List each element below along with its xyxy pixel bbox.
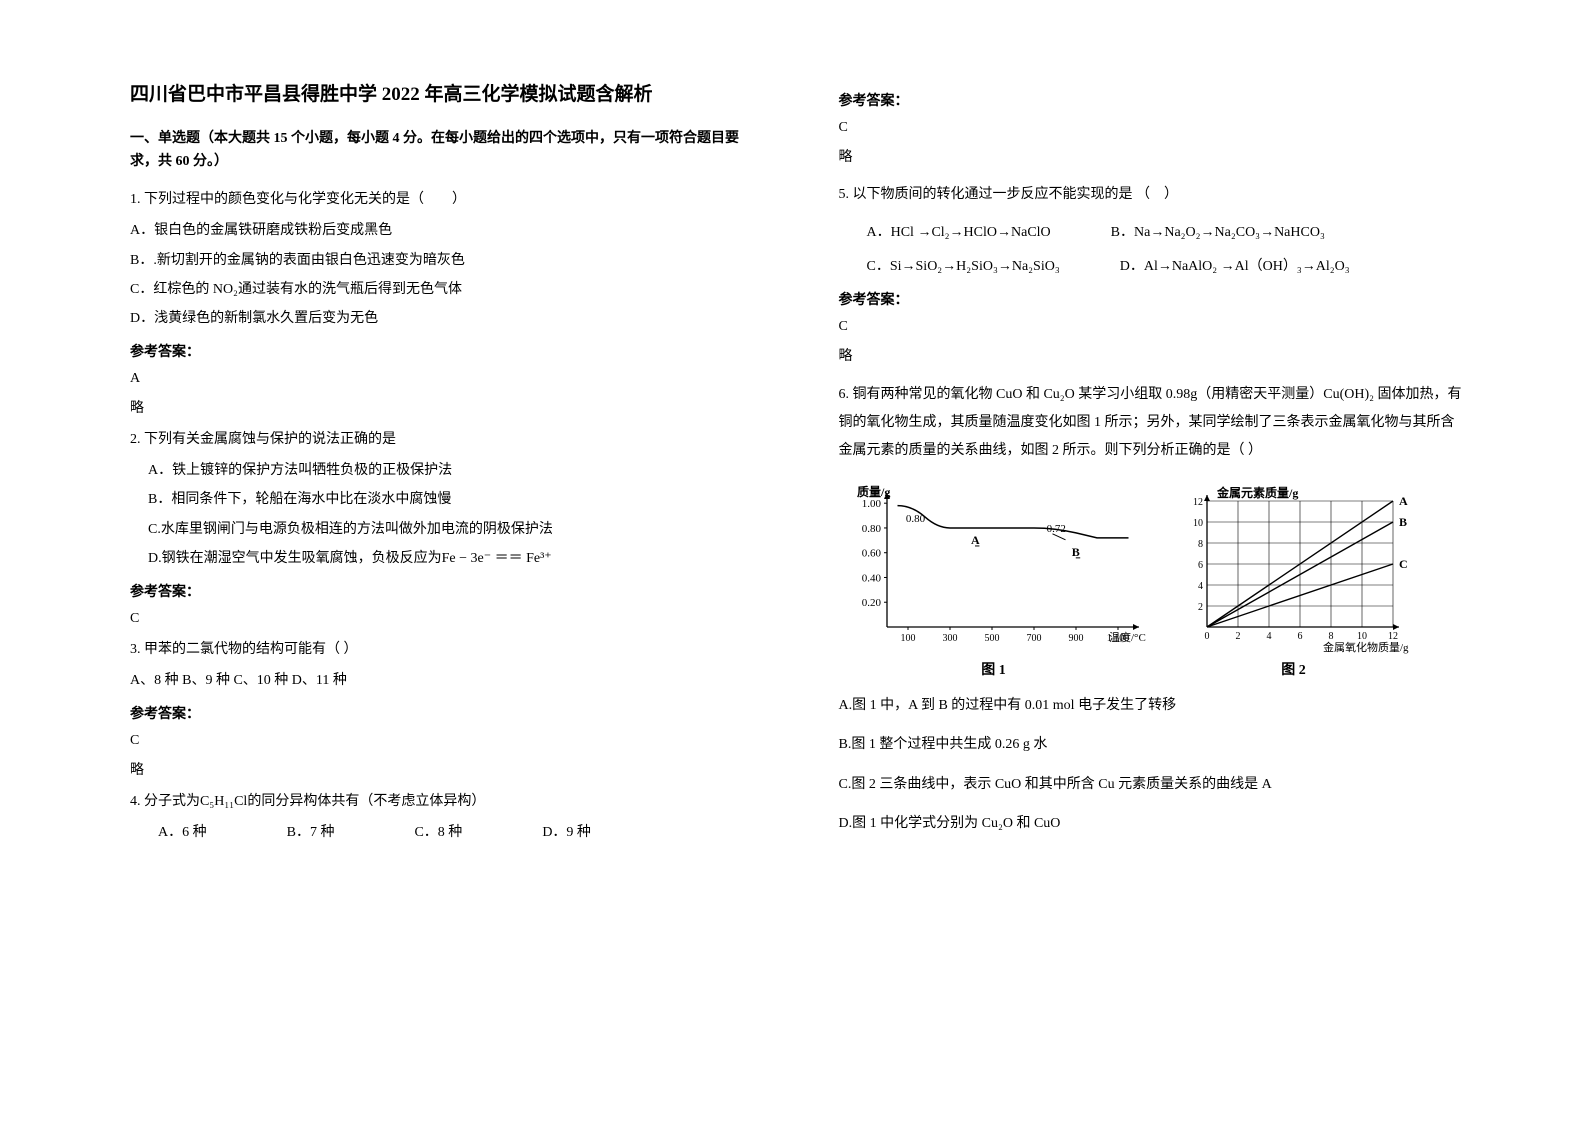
svg-text:B: B: [1071, 545, 1079, 559]
q1-stem: 1. 下列过程中的颜色变化与化学变化无关的是（ ）: [130, 187, 759, 212]
q1-opt-c: C．红棕色的 NO₂通过装有水的洗气瓶后得到无色气体: [130, 277, 759, 302]
svg-text:2: 2: [1198, 602, 1203, 613]
q5-opt-d: D．Al→NaAlO₂ →Al（OH）₃→Al₂O₃: [1120, 255, 1350, 275]
svg-text:B: B: [1399, 515, 1407, 529]
q5-opt-b: B．Na→Na₂O₂→Na₂CO₃→NaHCO₃: [1111, 221, 1325, 241]
svg-text:10: 10: [1357, 631, 1367, 642]
svg-text:4: 4: [1198, 581, 1203, 592]
q2-d-formula: Fe − 3e⁻ ＝＝ Fe³⁺: [442, 551, 552, 566]
q3-stem: 3. 甲苯的二氯代物的结构可能有（ ）: [130, 637, 759, 662]
svg-text:12: 12: [1388, 631, 1398, 642]
document-title: 四川省巴中市平昌县得胜中学 2022 年高三化学模拟试题含解析: [130, 80, 759, 110]
svg-text:0.40: 0.40: [861, 573, 881, 585]
q3-answer-label: 参考答案：: [130, 703, 759, 723]
svg-text:0.60: 0.60: [861, 548, 881, 560]
svg-text:4: 4: [1266, 631, 1271, 642]
svg-text:A: A: [971, 533, 980, 547]
figure-2-svg: 0 2 4 6 8 10 12 2 4 6 8 10 12 金属元素质量/g 金属氧化物质量/g AB C: [1179, 485, 1409, 655]
q4-brief: 略: [839, 146, 1468, 166]
q1-opt-d: D．浅黄绿色的新制氯水久置后变为无色: [130, 306, 759, 331]
svg-text:100: 100: [900, 633, 915, 644]
svg-text:C: C: [1399, 557, 1408, 571]
q2-opt-a: A．铁上镀锌的保护方法叫牺牲负极的正极保护法: [148, 458, 759, 483]
q2-opt-d: D.钢铁在潮湿空气中发生吸氧腐蚀，负极反应为Fe − 3e⁻ ＝＝ Fe³⁺: [148, 546, 759, 571]
q6-opt-b: B.图 1 整个过程中共生成 0.26 g 水: [839, 732, 1468, 757]
q1-opt-b: B．.新切割开的金属钠的表面由银白色迅速变为暗灰色: [130, 248, 759, 273]
q3-brief: 略: [130, 759, 759, 779]
svg-text:0.72: 0.72: [1046, 523, 1065, 535]
svg-text:质量/g: 质量/g: [857, 485, 890, 499]
svg-text:0.20: 0.20: [861, 597, 881, 609]
svg-text:0: 0: [1204, 631, 1209, 642]
svg-text:8: 8: [1328, 631, 1333, 642]
q4-stem-formula: C₅H₁₁Cl: [200, 794, 247, 809]
q4-opt-b: B．7 种: [287, 821, 335, 841]
q5-answer-label: 参考答案：: [839, 289, 1468, 309]
svg-text:金属元素质量/g: 金属元素质量/g: [1216, 485, 1298, 500]
q2-opt-b: B．相同条件下，轮船在海水中比在淡水中腐蚀慢: [148, 487, 759, 512]
q6-opt-a: A.图 1 中，A 到 B 的过程中有 0.01 mol 电子发生了转移: [839, 693, 1468, 718]
q2-answer-label: 参考答案：: [130, 581, 759, 601]
svg-text:8: 8: [1198, 539, 1203, 550]
q2-answer: C: [130, 611, 759, 627]
q4-stem-post: 的同分异构体共有（不考虑立体异构）: [247, 794, 485, 809]
figure-1-caption: 图 1: [839, 659, 1149, 679]
q4-stem-pre: 4. 分子式为: [130, 794, 200, 809]
q5-opt-a: A．HCl →Cl₂→HClO→NaClO: [867, 221, 1051, 241]
svg-text:300: 300: [942, 633, 957, 644]
svg-text:A: A: [1399, 494, 1408, 508]
svg-text:2: 2: [1235, 631, 1240, 642]
svg-text:温度/°C: 温度/°C: [1109, 630, 1146, 644]
right-column: 参考答案： C 略 5. 以下物质间的转化通过一步反应不能实现的是 （ ） A．…: [799, 80, 1498, 1082]
figures-row: 0.200.400.600.801.001003005007009001 100…: [839, 485, 1468, 679]
svg-text:12: 12: [1193, 497, 1203, 508]
svg-text:0.80: 0.80: [861, 523, 881, 535]
figure-2-caption: 图 2: [1179, 659, 1409, 679]
q3-answer: C: [130, 733, 759, 749]
q4-stem: 4. 分子式为C₅H₁₁Cl的同分异构体共有（不考虑立体异构）: [130, 789, 759, 814]
svg-text:500: 500: [984, 633, 999, 644]
q6-opt-c: C.图 2 三条曲线中，表示 CuO 和其中所含 Cu 元素质量关系的曲线是 A: [839, 772, 1468, 797]
q1-opt-a: A．银白色的金属铁研磨成铁粉后变成黑色: [130, 218, 759, 243]
q4-options-row: A．6 种 B．7 种 C．8 种 D．9 种: [158, 821, 759, 841]
q5-row1: A．HCl →Cl₂→HClO→NaClO B．Na→Na₂O₂→Na₂CO₃→…: [867, 221, 1468, 241]
figure-1-svg: 0.200.400.600.801.001003005007009001 100…: [839, 485, 1149, 655]
q5-answer: C: [839, 319, 1468, 335]
q2-d-pre: D.钢铁在潮湿空气中发生吸氧腐蚀，负极反应为: [148, 551, 442, 566]
figure-2: 0 2 4 6 8 10 12 2 4 6 8 10 12 金属元素质量/g 金属氧化物质量/g AB C 图 …: [1179, 485, 1409, 679]
q1-answer-label: 参考答案：: [130, 341, 759, 361]
q3-opts: A、8 种 B、9 种 C、10 种 D、11 种: [130, 668, 759, 693]
svg-text:1.00: 1.00: [861, 498, 881, 510]
q2-stem: 2. 下列有关金属腐蚀与保护的说法正确的是: [130, 427, 759, 452]
svg-text:金属氧化物质量/g: 金属氧化物质量/g: [1323, 640, 1409, 654]
svg-text:900: 900: [1068, 633, 1083, 644]
q4-opt-c: C．8 种: [414, 821, 462, 841]
q4-answer: C: [839, 120, 1468, 136]
q5-row2: C．Si→SiO₂→H₂SiO₃→Na₂SiO₃ D．Al→NaAlO₂ →Al…: [867, 255, 1468, 275]
q6-stem: 6. 铜有两种常见的氧化物 CuO 和 Cu₂O 某学习小组取 0.98g（用精…: [839, 381, 1468, 465]
svg-text:700: 700: [1026, 633, 1041, 644]
q5-stem: 5. 以下物质间的转化通过一步反应不能实现的是 （ ）: [839, 182, 1468, 207]
q4-opt-a: A．6 种: [158, 821, 207, 841]
q1-answer: A: [130, 371, 759, 387]
svg-text:6: 6: [1198, 560, 1203, 571]
figure-1: 0.200.400.600.801.001003005007009001 100…: [839, 485, 1149, 679]
q6-opt-d: D.图 1 中化学式分别为 Cu₂O 和 CuO: [839, 811, 1468, 836]
svg-text:10: 10: [1193, 518, 1203, 529]
svg-text:0.80: 0.80: [905, 513, 925, 525]
q1-brief: 略: [130, 397, 759, 417]
svg-text:6: 6: [1297, 631, 1302, 642]
left-column: 四川省巴中市平昌县得胜中学 2022 年高三化学模拟试题含解析 一、单选题（本大…: [100, 80, 799, 1082]
q2-opt-c: C.水库里钢闸门与电源负极相连的方法叫做外加电流的阴极保护法: [148, 517, 759, 542]
q5-opt-c: C．Si→SiO₂→H₂SiO₃→Na₂SiO₃: [867, 255, 1060, 275]
q4-answer-label: 参考答案：: [839, 90, 1468, 110]
section-header: 一、单选题（本大题共 15 个小题，每小题 4 分。在每小题给出的四个选项中，只…: [130, 128, 759, 173]
q5-brief: 略: [839, 345, 1468, 365]
q4-opt-d: D．9 种: [542, 821, 591, 841]
